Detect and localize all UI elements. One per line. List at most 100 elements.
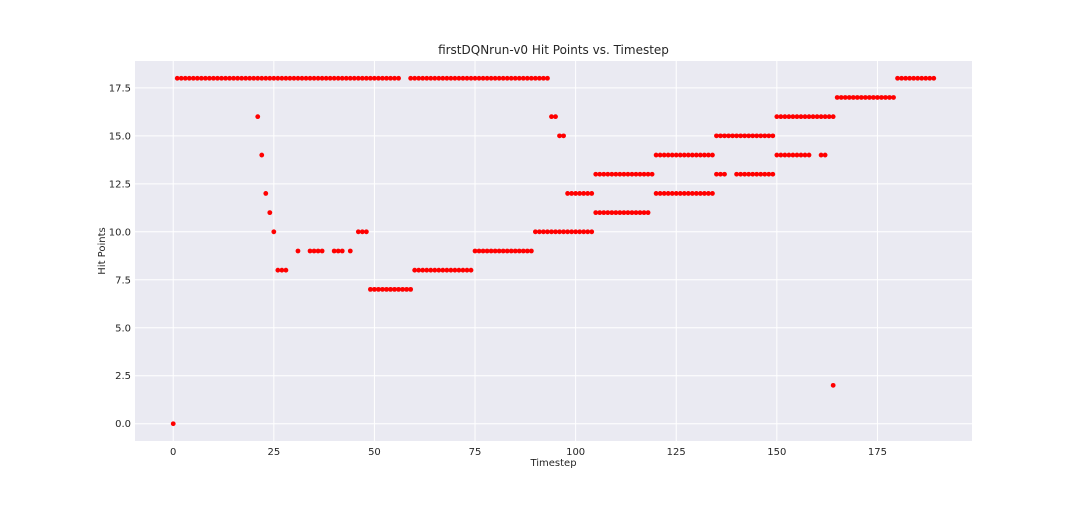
data-point bbox=[380, 75, 385, 81]
data-point bbox=[601, 210, 607, 216]
x-tick-label: 75 bbox=[469, 447, 482, 458]
data-point bbox=[710, 191, 715, 196]
data-point bbox=[822, 114, 828, 120]
data-point bbox=[508, 248, 514, 254]
data-point bbox=[207, 75, 212, 81]
data-point bbox=[319, 248, 325, 254]
data-point bbox=[714, 133, 719, 139]
data-point bbox=[750, 133, 756, 139]
data-point bbox=[569, 191, 575, 196]
plot-area bbox=[135, 61, 972, 441]
data-point bbox=[665, 191, 671, 196]
data-point bbox=[621, 171, 627, 177]
data-point bbox=[400, 286, 405, 292]
data-point bbox=[287, 75, 293, 81]
y-tick-label: 15.0 bbox=[109, 131, 131, 142]
data-point bbox=[315, 75, 321, 81]
x-tick-label: 25 bbox=[267, 447, 280, 458]
data-point bbox=[561, 229, 566, 235]
data-point bbox=[355, 229, 361, 235]
data-point bbox=[802, 152, 808, 158]
data-point bbox=[770, 133, 776, 139]
data-point bbox=[746, 133, 752, 139]
data-point bbox=[420, 75, 426, 81]
data-point bbox=[223, 75, 228, 81]
data-point bbox=[794, 152, 800, 158]
data-point bbox=[404, 286, 410, 292]
x-tick-label: 100 bbox=[566, 447, 585, 458]
data-point bbox=[605, 171, 611, 177]
data-point bbox=[609, 210, 615, 216]
data-point bbox=[484, 248, 490, 254]
y-tick-label: 2.5 bbox=[115, 371, 131, 382]
data-point bbox=[617, 171, 623, 177]
data-point bbox=[295, 248, 301, 254]
data-point bbox=[549, 229, 554, 235]
data-point bbox=[436, 267, 442, 273]
data-point bbox=[585, 229, 591, 235]
data-point bbox=[887, 95, 892, 100]
data-point bbox=[444, 75, 450, 81]
data-point bbox=[380, 286, 385, 292]
y-tick-label: 0.0 bbox=[115, 419, 131, 430]
data-point bbox=[895, 75, 900, 81]
data-point bbox=[444, 267, 450, 273]
data-point bbox=[653, 191, 659, 196]
data-point bbox=[778, 114, 784, 120]
data-point bbox=[846, 95, 852, 100]
data-point bbox=[263, 75, 269, 81]
data-point bbox=[790, 152, 796, 158]
data-point bbox=[706, 191, 711, 196]
x-tick-label: 125 bbox=[667, 447, 686, 458]
data-point bbox=[363, 229, 369, 235]
data-point bbox=[468, 267, 474, 273]
data-point bbox=[766, 133, 772, 139]
data-point bbox=[609, 171, 615, 177]
data-point bbox=[492, 75, 498, 81]
data-point bbox=[585, 191, 591, 196]
data-point bbox=[597, 171, 603, 177]
data-point bbox=[826, 114, 832, 120]
data-point bbox=[408, 286, 414, 292]
data-point bbox=[899, 75, 904, 81]
data-point bbox=[782, 114, 788, 120]
data-point bbox=[508, 75, 514, 81]
data-point bbox=[271, 229, 277, 235]
data-point bbox=[645, 210, 651, 216]
data-point bbox=[500, 248, 506, 254]
data-point bbox=[524, 75, 530, 81]
data-point bbox=[388, 75, 393, 81]
data-point bbox=[464, 267, 470, 273]
data-point bbox=[412, 75, 418, 81]
data-point bbox=[516, 248, 522, 254]
data-point bbox=[726, 133, 731, 139]
data-point bbox=[428, 75, 434, 81]
data-point bbox=[194, 75, 200, 81]
data-point bbox=[850, 95, 856, 100]
data-point bbox=[762, 133, 768, 139]
data-point bbox=[339, 75, 345, 81]
data-point bbox=[657, 191, 663, 196]
data-point bbox=[255, 75, 261, 81]
data-point bbox=[830, 114, 836, 120]
data-point bbox=[593, 171, 599, 177]
data-point bbox=[931, 75, 937, 81]
data-point bbox=[488, 75, 494, 81]
data-point bbox=[613, 210, 619, 216]
data-point bbox=[573, 229, 579, 235]
data-point bbox=[198, 75, 204, 81]
data-point bbox=[343, 75, 349, 81]
tick-labels: 0 25 50 75 100 125 150 175 0.0 2.5 5.0 7.5 10.0 12.5 1… bbox=[109, 83, 887, 458]
data-point bbox=[919, 75, 925, 81]
data-point bbox=[307, 248, 313, 254]
data-point bbox=[553, 229, 558, 235]
data-point bbox=[786, 152, 792, 158]
data-point bbox=[516, 75, 522, 81]
data-point bbox=[384, 75, 389, 81]
data-point bbox=[424, 75, 430, 81]
data-point bbox=[838, 95, 844, 100]
data-point bbox=[854, 95, 860, 100]
data-point bbox=[573, 191, 579, 196]
data-point bbox=[730, 133, 735, 139]
data-point bbox=[476, 75, 482, 81]
